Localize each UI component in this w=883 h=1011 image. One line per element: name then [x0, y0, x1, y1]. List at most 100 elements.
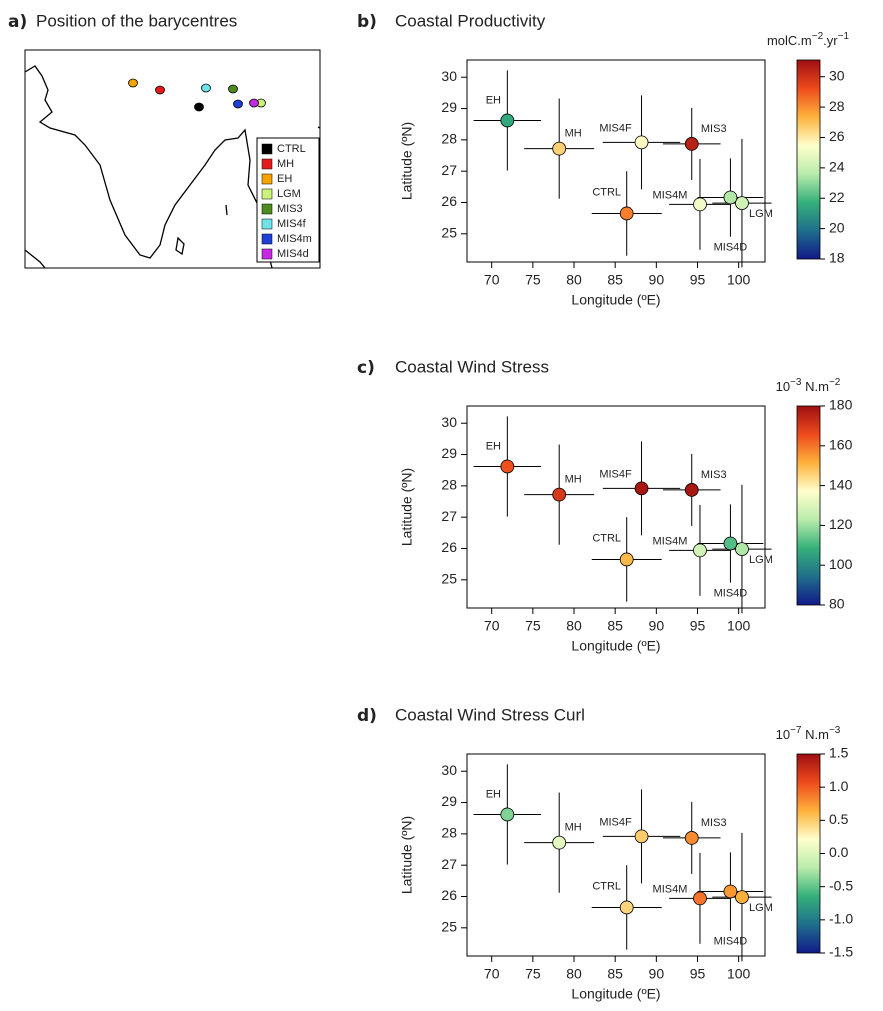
colorbar-tick-label: 80: [829, 596, 845, 612]
unit-text: .yr: [823, 33, 838, 48]
point-label: CTRL: [592, 532, 621, 544]
point-label: MIS4M: [653, 189, 688, 201]
barycentre: [128, 78, 138, 88]
colorbar-tick-label: 140: [829, 476, 853, 492]
x-axis-label: Longitude (ºE): [571, 638, 660, 654]
x-tick-label: 90: [649, 966, 665, 982]
colorbar-tick-label: 28: [829, 98, 845, 114]
legend-swatch: [261, 188, 273, 200]
x-tick-label: 95: [690, 618, 706, 634]
point-label: MIS4M: [653, 883, 688, 895]
y-tick-label: 26: [441, 539, 457, 555]
panel-label: b): [357, 12, 377, 32]
panel-label: c): [357, 358, 375, 378]
x-tick-label: 80: [566, 966, 582, 982]
colorbar-tick-label: 0.0: [829, 844, 849, 860]
y-tick-label: 30: [441, 68, 457, 84]
x-tick-label: 95: [690, 966, 706, 982]
legend-label: MIS3: [277, 203, 303, 215]
y-tick-label: 25: [441, 919, 457, 935]
point: [634, 829, 649, 844]
x-tick-label: 95: [690, 272, 706, 288]
point: [693, 197, 707, 212]
panel-label: a): [8, 12, 27, 32]
y-tick-label: 26: [441, 887, 457, 903]
colorbar-tick-label: 0.5: [829, 811, 849, 827]
x-tick-label: 85: [607, 618, 623, 634]
barycentre: [201, 83, 211, 93]
superscript: −3: [790, 377, 802, 388]
colorbar-tick-label: 24: [829, 159, 845, 175]
colorbar-tick-label: -1.0: [829, 911, 853, 927]
colorbar-label: molC.m−2.yr−1: [767, 31, 849, 49]
colorbar-tick-label: 1.5: [829, 745, 849, 761]
legend-label: MIS4f: [277, 218, 307, 230]
superscript: −2: [812, 31, 824, 42]
legend-label: MH: [277, 158, 294, 170]
point: [619, 900, 634, 915]
legend-swatch: [261, 218, 273, 230]
x-tick-label: 75: [525, 966, 541, 982]
point: [684, 137, 699, 151]
point-label: MIS4M: [653, 535, 688, 547]
x-tick-label: 70: [484, 618, 500, 634]
point: [500, 459, 515, 474]
unit-text: molC.m: [767, 33, 812, 48]
point-label: LGM: [749, 208, 773, 220]
legend-swatch: [261, 203, 273, 215]
point-label: MIS4F: [599, 468, 632, 480]
x-tick-label: 70: [484, 272, 500, 288]
point-label: MIS4F: [599, 122, 632, 134]
colorbar-tick-label: 22: [829, 189, 845, 205]
point-label: MH: [565, 474, 582, 486]
x-tick-label: 90: [649, 272, 665, 288]
panel-title: Coastal Productivity: [395, 11, 546, 30]
y-tick-label: 29: [441, 99, 457, 115]
x-tick-label: 80: [566, 272, 582, 288]
x-tick-label: 70: [484, 966, 500, 982]
barycentre: [233, 99, 243, 109]
x-axis-label: Longitude (ºE): [571, 292, 660, 308]
unit-text: N.m: [802, 379, 829, 394]
legend-label: LGM: [277, 188, 301, 200]
point-label: EH: [486, 440, 501, 452]
plot-frame: [466, 753, 766, 957]
unit-text: N.m: [802, 727, 829, 742]
point: [500, 807, 515, 822]
y-axis-label: Latitude (ºN): [399, 816, 415, 894]
superscript: −2: [829, 377, 841, 388]
colorbar-tick-label: -0.5: [829, 877, 853, 893]
x-tick-label: 100: [727, 618, 751, 634]
y-tick-label: 28: [441, 825, 457, 841]
barycentre: [194, 102, 204, 112]
y-tick-label: 27: [441, 508, 457, 524]
legend-label: CTRL: [277, 143, 306, 155]
point: [552, 835, 567, 850]
point: [619, 552, 634, 567]
point: [723, 884, 738, 899]
point-label: MIS3: [701, 817, 727, 829]
superscript: −3: [829, 725, 841, 736]
barycentre: [249, 98, 259, 108]
y-tick-label: 27: [441, 856, 457, 872]
colorbar: [796, 753, 821, 954]
point: [693, 891, 707, 906]
legend-swatch: [261, 248, 273, 260]
point: [634, 135, 649, 150]
colorbar-tick-label: 160: [829, 437, 853, 453]
point-label: MIS4D: [714, 241, 748, 253]
point: [684, 831, 699, 845]
point-label: LGM: [749, 554, 773, 566]
colorbar: [796, 59, 821, 260]
y-tick-label: 30: [441, 762, 457, 778]
legend-label: MIS4d: [277, 248, 309, 260]
colorbar-tick-label: 180: [829, 397, 853, 413]
point-label: MH: [565, 128, 582, 140]
panel-title: Coastal Wind Stress: [395, 357, 549, 376]
y-axis-label: Latitude (ºN): [399, 122, 415, 200]
x-tick-label: 100: [727, 272, 751, 288]
point: [619, 206, 634, 221]
point: [735, 196, 749, 211]
point-label: EH: [486, 94, 501, 106]
